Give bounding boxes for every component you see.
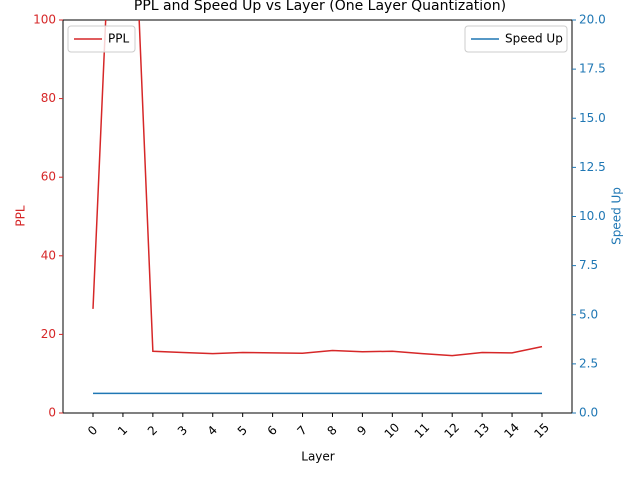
x-axis-label: Layer <box>301 450 335 464</box>
x-tick-label: 13 <box>471 420 492 441</box>
x-tick-label: 3 <box>175 423 190 438</box>
x-tick-label: 8 <box>324 423 339 438</box>
x-tick-label: 11 <box>412 420 433 441</box>
y2-tick-label: 17.5 <box>579 62 606 76</box>
y2-tick-label: 7.5 <box>579 258 598 272</box>
x-tick-label: 5 <box>235 423 250 438</box>
y2-axis-label: Speed Up <box>610 187 624 245</box>
y-axis-label: PPL <box>14 205 28 226</box>
y2-tick-label: 20.0 <box>579 13 606 27</box>
y2-tick-label: 12.5 <box>579 160 606 174</box>
x-tick-label: 14 <box>501 420 522 441</box>
legend-box <box>464 25 568 53</box>
y2-tick-label: 2.5 <box>579 356 598 370</box>
legend-label: PPL <box>108 32 129 46</box>
y-tick-label: 20 <box>41 327 56 341</box>
x-tick-label: 7 <box>295 423 310 438</box>
x-tick-label: 10 <box>382 420 403 441</box>
y-tick-label: 0 <box>48 406 56 420</box>
y-tick-label: 80 <box>41 91 56 105</box>
x-tick-label: 12 <box>441 420 462 441</box>
plot-lines <box>92 20 543 395</box>
chart-title: PPL and Speed Up vs Layer (One Layer Qua… <box>134 0 506 14</box>
series-line <box>92 20 543 357</box>
x-tick-label: 2 <box>145 423 160 438</box>
y-tick-label: 60 <box>41 170 56 184</box>
x-tick-label: 15 <box>531 420 552 441</box>
x-tick-label: 0 <box>85 423 100 438</box>
y2-tick-label: 0.0 <box>579 406 598 420</box>
x-tick-label: 6 <box>265 423 280 438</box>
y2-tick-label: 5.0 <box>579 307 598 321</box>
y2-tick-label: 10.0 <box>579 209 606 223</box>
x-tick-label: 1 <box>115 423 130 438</box>
y-tick-label: 100 <box>33 13 56 27</box>
y2-tick-label: 15.0 <box>579 111 606 125</box>
x-tick-label: 9 <box>354 423 369 438</box>
plot-frame <box>62 19 573 414</box>
y-tick-label: 40 <box>41 248 56 262</box>
x-tick-label: 4 <box>205 423 220 438</box>
legend-label: Speed Up <box>505 32 563 46</box>
